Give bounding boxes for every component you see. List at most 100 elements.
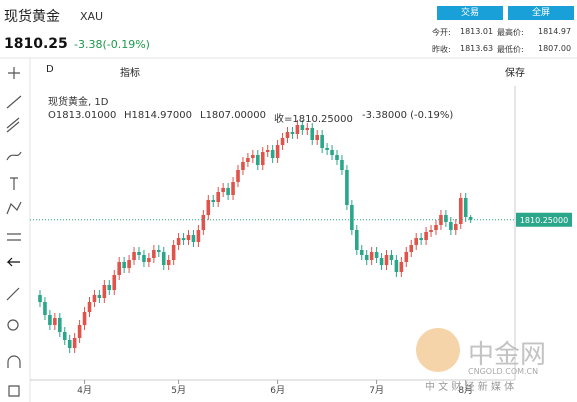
candle-body xyxy=(379,258,384,265)
candle-body xyxy=(419,238,423,240)
candle-body xyxy=(221,188,225,192)
candle-body xyxy=(310,128,315,140)
candle-body xyxy=(463,198,468,217)
candle-body xyxy=(345,170,349,205)
candle-body xyxy=(300,125,305,130)
stat-value: 1814.97 xyxy=(538,27,572,36)
candle-body xyxy=(147,258,151,262)
candle-body xyxy=(394,260,399,272)
candle-body xyxy=(315,135,319,140)
stat-value: 1807.00 xyxy=(538,44,572,53)
candle-body xyxy=(439,215,443,225)
candle-body xyxy=(409,245,414,252)
save[interactable]: 保存 xyxy=(505,68,525,79)
candle-body xyxy=(424,232,428,240)
watermark xyxy=(416,328,460,372)
legend-high: H1814.97000 xyxy=(124,110,192,121)
candle-body xyxy=(241,162,245,170)
candle-body xyxy=(414,238,418,245)
candle-body xyxy=(444,215,448,222)
candle-body xyxy=(87,302,92,312)
candle-body xyxy=(67,340,72,348)
candle-body xyxy=(285,132,290,138)
candle-body xyxy=(404,252,409,262)
candle-body xyxy=(127,260,131,268)
candle-body xyxy=(355,230,359,250)
watermark-site: CNGOLD.COM.CN xyxy=(468,367,539,376)
candle-body xyxy=(359,250,364,255)
candle-body xyxy=(117,262,121,275)
candle-body xyxy=(152,250,156,258)
legend-open: O1813.01000 xyxy=(48,110,117,121)
watermark-slogan: 中 文 财 经 新 媒 体 xyxy=(425,382,515,393)
candle-body xyxy=(107,285,112,290)
candle-body xyxy=(246,158,250,162)
candle-body xyxy=(399,262,404,272)
candle-body xyxy=(186,235,191,240)
candle-body xyxy=(275,145,280,158)
candle-body xyxy=(171,245,176,260)
candle-body xyxy=(295,125,300,134)
stat-label: 昨收: xyxy=(432,45,451,54)
candle-body xyxy=(62,332,67,340)
candle-body xyxy=(265,150,270,152)
candle-body xyxy=(43,302,47,315)
candle-body xyxy=(280,138,285,145)
candle-body xyxy=(468,216,473,220)
candle-body xyxy=(142,255,146,262)
candle-body xyxy=(369,252,374,260)
candle-body xyxy=(38,295,42,302)
candle-body xyxy=(216,192,220,202)
candle-body xyxy=(226,188,230,195)
candle-body xyxy=(77,325,82,338)
candle-body xyxy=(176,238,181,245)
candle-body xyxy=(137,252,141,255)
candle-body xyxy=(270,150,275,158)
candle-body xyxy=(211,200,216,202)
candle-body xyxy=(102,285,107,298)
candle-body xyxy=(374,252,379,258)
candle-body xyxy=(330,150,334,155)
candle-body xyxy=(260,152,265,165)
candle-body xyxy=(454,224,458,230)
trade-button[interactable]: 交易 xyxy=(437,6,503,20)
x-tick-label: 4月 xyxy=(77,385,92,396)
candle-body xyxy=(449,222,453,230)
last-price-box xyxy=(516,212,572,227)
candle-body xyxy=(161,252,166,265)
candle-body xyxy=(236,170,240,182)
candle-body xyxy=(82,312,87,325)
legend-name: 现货黄金, 1D xyxy=(48,97,109,108)
indicators[interactable]: 指标 xyxy=(120,68,140,79)
candle-body xyxy=(196,230,201,242)
tool-icons xyxy=(6,67,22,397)
candle-body xyxy=(181,238,186,240)
candle-body xyxy=(290,132,295,134)
candle-body xyxy=(335,155,339,160)
legend-close: 收=1810.25000 xyxy=(274,114,353,125)
title: 现货黄金 xyxy=(4,9,60,25)
legend-low: L1807.00000 xyxy=(200,110,267,121)
stat-value: 1813.01 xyxy=(460,27,494,36)
candle-body xyxy=(122,262,126,268)
candle-body xyxy=(364,255,369,260)
candle-body xyxy=(72,338,77,348)
fullscreen-button[interactable]: 全屏 xyxy=(508,6,574,20)
stat-label: 最低价: xyxy=(497,45,524,54)
candle-body xyxy=(58,318,62,332)
candle-body xyxy=(340,160,344,170)
stat-label: 最高价: xyxy=(497,28,524,37)
candle-body xyxy=(389,255,394,260)
interval[interactable]: D xyxy=(46,64,54,75)
candle-body xyxy=(53,318,57,325)
candle-body xyxy=(166,260,171,265)
change: -3.38(-0.19%) xyxy=(74,38,150,51)
candle-body xyxy=(201,215,206,230)
stat-value: 1813.63 xyxy=(460,44,494,53)
watermark-name: 中金网 xyxy=(468,340,547,370)
candle-body xyxy=(251,155,255,158)
last-price-label: 1810.25000 xyxy=(520,216,568,225)
candle-body xyxy=(429,230,433,232)
candle-body xyxy=(112,275,117,290)
